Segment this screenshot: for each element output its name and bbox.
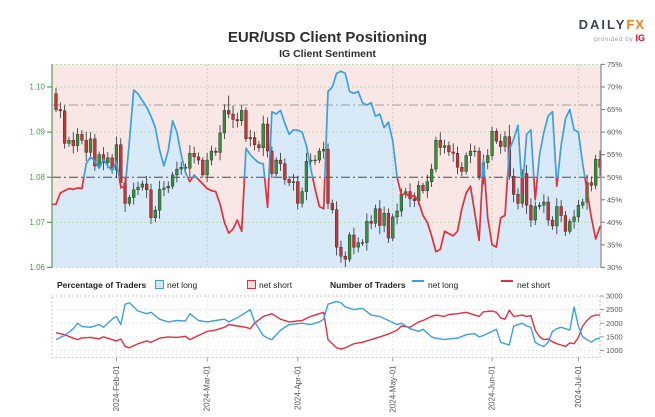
ig-logo: IG: [635, 33, 645, 43]
net-long-square-icon: [155, 280, 164, 289]
traders-chart: [51, 295, 601, 358]
logo-daily-text: DAILY: [578, 17, 627, 32]
legend-number-title: Number of Traders: [330, 280, 406, 290]
svg-text:70%: 70%: [607, 83, 622, 92]
svg-text:50%: 50%: [607, 173, 622, 182]
svg-text:1000: 1000: [606, 346, 623, 355]
svg-text:30%: 30%: [607, 263, 622, 272]
svg-text:40%: 40%: [607, 218, 622, 227]
svg-text:3000: 3000: [606, 292, 623, 301]
svg-text:1.10: 1.10: [29, 83, 45, 92]
svg-text:2000: 2000: [606, 319, 623, 328]
legend-percentage-title: Percentage of Traders: [57, 280, 147, 290]
net-long-line-icon: [412, 280, 424, 282]
chart-legend: Percentage of Traders net long net short…: [0, 279, 655, 293]
svg-text:2024-Apr-01: 2024-Apr-01: [293, 365, 302, 410]
svg-text:65%: 65%: [607, 105, 622, 114]
svg-text:1500: 1500: [606, 332, 623, 341]
svg-text:2024-May-01: 2024-May-01: [388, 365, 397, 413]
svg-text:2024-Jul-01: 2024-Jul-01: [574, 365, 583, 408]
legend-num-net-long: net long: [428, 280, 459, 290]
svg-text:45%: 45%: [607, 195, 622, 204]
sentiment-line: [51, 70, 602, 253]
legend-num-net-short: net short: [517, 280, 551, 290]
legend-pct-net-short: net short: [259, 280, 293, 290]
svg-text:1.09: 1.09: [29, 128, 45, 137]
svg-text:1.06: 1.06: [29, 263, 45, 272]
chart-subtitle: IG Client Sentiment: [279, 48, 376, 60]
svg-text:55%: 55%: [607, 150, 622, 159]
page-title: EUR/USD Client Positioning: [227, 29, 428, 46]
svg-text:2024-Feb-01: 2024-Feb-01: [112, 365, 121, 411]
svg-text:35%: 35%: [607, 240, 622, 249]
svg-text:1.07: 1.07: [29, 218, 45, 227]
dailyfx-logo: DAILYFX provided by IG: [579, 18, 645, 46]
main-axes: 1.06 1.07 1.08 1.09 1.10 30% 35% 40% 45% 50% 55% 60…: [29, 60, 622, 272]
net-short-square-icon: [247, 280, 256, 289]
logo-provided-by: provided by IG: [594, 33, 645, 43]
svg-text:2024-Jun-01: 2024-Jun-01: [488, 365, 497, 410]
svg-text:60%: 60%: [607, 128, 622, 137]
svg-text:75%: 75%: [607, 60, 622, 69]
legend-pct-net-long: net long: [167, 280, 198, 290]
candlesticks: [54, 87, 602, 267]
svg-text:2500: 2500: [606, 305, 623, 314]
svg-text:2024-Mar-01: 2024-Mar-01: [203, 365, 212, 411]
net-short-line-icon: [501, 280, 513, 282]
date-axis: 2024-Feb-01 2024-Mar-01 2024-Apr-01 2024-Ma…: [112, 357, 583, 413]
svg-text:1.08: 1.08: [29, 173, 45, 182]
traders-axis: 1000 1500 2000 2500 3000: [600, 292, 623, 355]
logo-fx-text: FX: [626, 17, 645, 32]
